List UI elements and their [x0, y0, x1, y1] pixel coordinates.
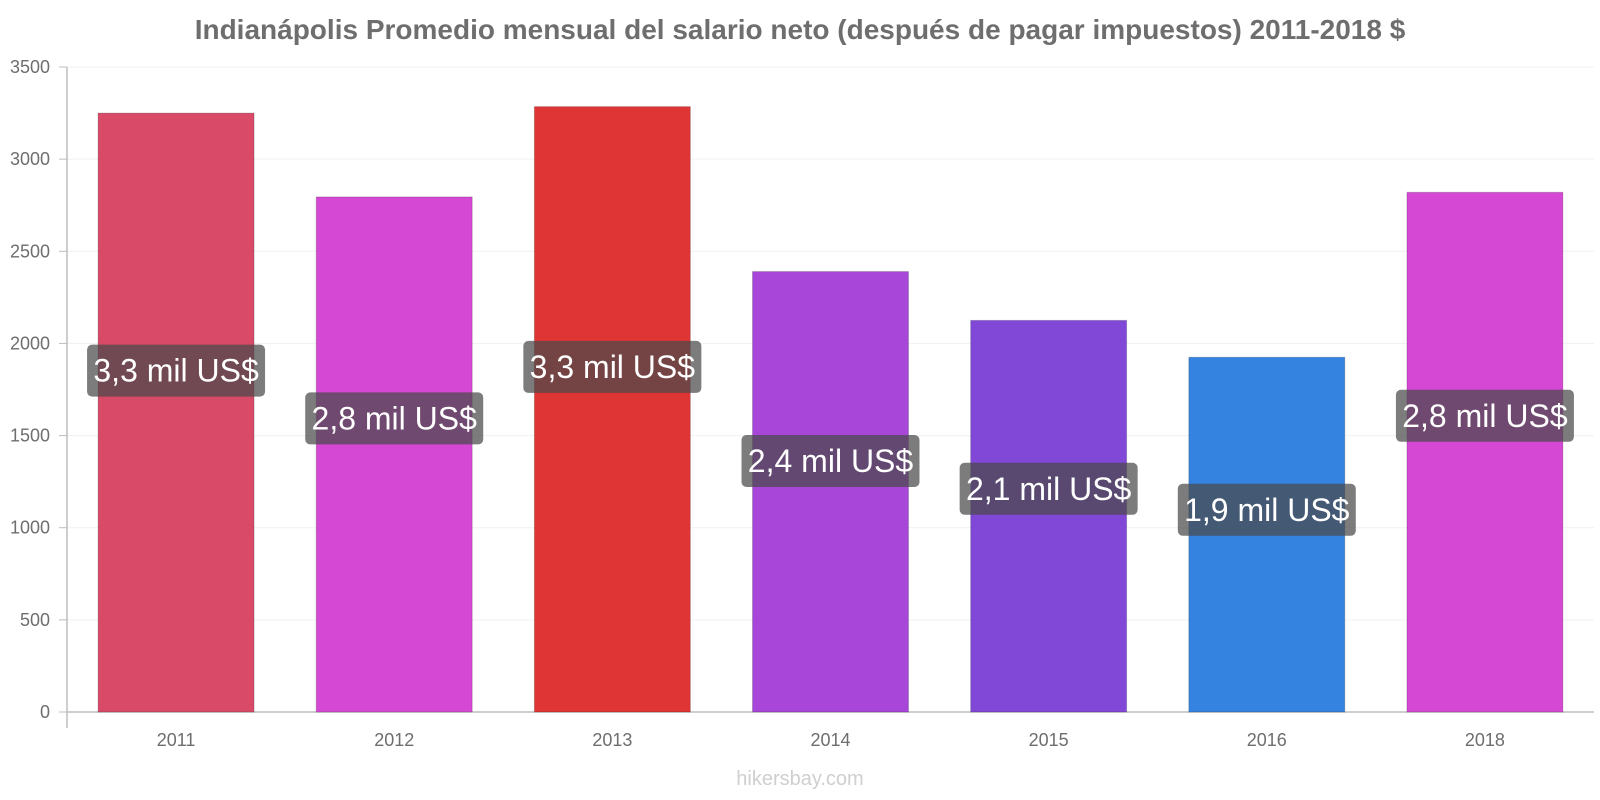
y-tick-label: 500: [20, 610, 50, 630]
data-labels: 3,3 mil US$ 2,8 mil US$ 3,3 mil US$ 2,4 mil…: [87, 340, 1574, 536]
y-tick-label: 2500: [10, 241, 50, 261]
data-label: 1,9 mil US$: [1177, 483, 1356, 536]
data-label: 3,3 mil US$: [87, 344, 266, 397]
y-tick-label: 3500: [10, 57, 50, 77]
y-tick-label: 3000: [10, 149, 50, 169]
bar-2012: [315, 196, 473, 713]
x-tick-label: 2013: [592, 730, 632, 750]
data-label-box: [305, 392, 484, 445]
data-label: 2,1 mil US$: [959, 462, 1138, 515]
x-tick-label: 2016: [1247, 730, 1287, 750]
x-tick-label: 2011: [157, 730, 196, 750]
data-label-box: [1177, 483, 1356, 536]
axes: 0 500 1000 1500 2000 2500 3000 3500 2011 2012 2013…: [10, 57, 1594, 750]
data-label: 2,8 mil US$: [305, 392, 484, 445]
y-tick-label: 1500: [10, 426, 50, 446]
data-label-text: 2,8 mil US$: [1402, 398, 1568, 434]
data-label-text: 3,3 mil US$: [530, 349, 696, 385]
watermark: hikersbay.com: [736, 768, 864, 790]
data-label: 3,3 mil US$: [523, 340, 702, 393]
bar-2014: [752, 271, 909, 713]
data-label-box: [87, 344, 266, 397]
y-tick-label: 0: [40, 702, 50, 722]
bar-2011: [97, 112, 255, 713]
y-tick-label: 1000: [10, 518, 50, 538]
data-label-text: 2,4 mil US$: [748, 443, 914, 479]
bar-2013: [533, 106, 691, 713]
data-label: 2,8 mil US$: [1395, 389, 1574, 442]
data-label-text: 1,9 mil US$: [1184, 492, 1350, 528]
x-tick-label: 2012: [374, 730, 414, 750]
data-label-box: [959, 462, 1138, 515]
data-label-text: 2,8 mil US$: [312, 400, 478, 436]
data-label-box: [1395, 389, 1574, 442]
bars: [97, 106, 1564, 713]
bar-2015: [970, 319, 1128, 713]
data-label: 2,4 mil US$: [741, 434, 920, 487]
x-tick-label: 2015: [1029, 730, 1069, 750]
bar-2018: [1406, 191, 1564, 713]
data-label-text: 2,1 mil US$: [966, 471, 1132, 507]
data-label-box: [741, 434, 920, 487]
data-label-box: [523, 340, 702, 393]
data-label-text: 3,3 mil US$: [93, 353, 259, 389]
y-tick-label: 2000: [10, 333, 50, 353]
chart-title: Indianápolis Promedio mensual del salari…: [194, 14, 1406, 45]
x-tick-label: 2018: [1465, 730, 1505, 750]
x-tick-label: 2014: [810, 730, 850, 750]
